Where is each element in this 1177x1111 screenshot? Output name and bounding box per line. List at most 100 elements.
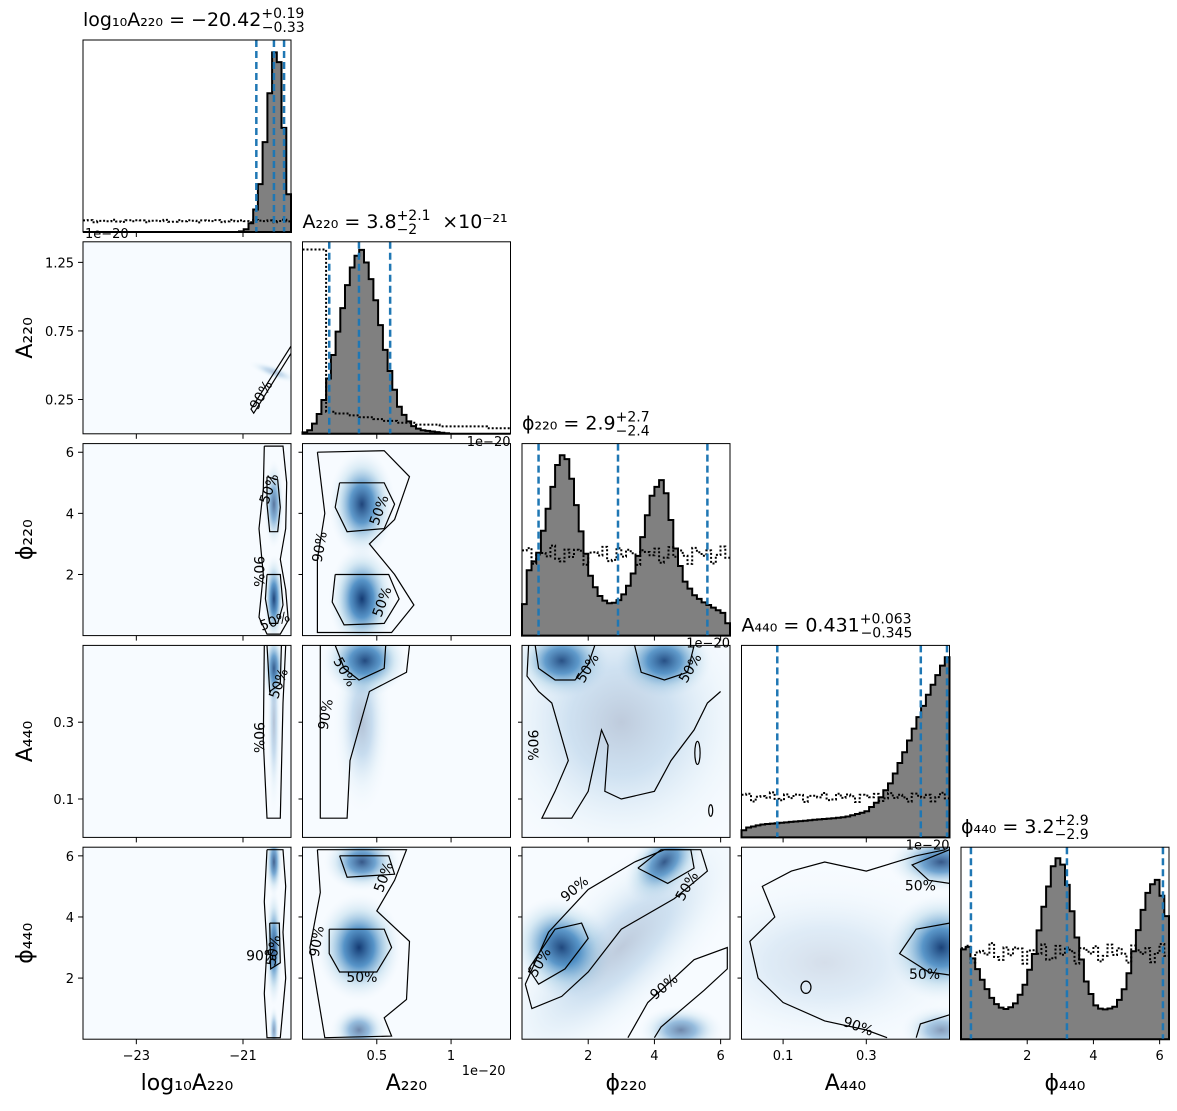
contour-line — [319, 645, 411, 819]
panel-logA220-A440-contours — [262, 645, 287, 819]
marginal-phi440 — [960, 857, 1170, 1041]
panel-phi220-A440-frame — [521, 644, 731, 838]
title-lower-error: −2.4 — [616, 424, 650, 440]
y-tick-label: 0.1 — [53, 793, 74, 808]
contour-loop — [800, 980, 812, 994]
title-value: ϕ₄₄₀ = 3.2 — [961, 816, 1055, 838]
contour-line — [524, 849, 709, 1010]
contour-line — [749, 849, 946, 1039]
y-tick-label: 6 — [66, 446, 74, 461]
y-tick-label: 4 — [66, 507, 74, 522]
panel-logA220-phi440-density — [265, 847, 283, 1040]
density-blob — [741, 865, 950, 1040]
x-tick-label: 6 — [716, 1049, 724, 1064]
density-blob — [328, 450, 396, 558]
x-tick-label: 2 — [1023, 1049, 1031, 1064]
x-offset-label: 1e−20 — [462, 1064, 506, 1079]
y-tick-label: 2 — [66, 568, 74, 583]
title-value: A₂₂₀ = 3.8 — [303, 211, 397, 233]
panel-A440-phi440-contours — [749, 849, 950, 1039]
density-blob — [267, 645, 281, 815]
panel-A220-phi220-density — [328, 450, 396, 636]
y-axis-label-phi440: ϕ₄₄₀ — [13, 923, 38, 964]
contour-label: 90% — [250, 722, 266, 753]
x-axis-label-A440: A₄₄₀ — [825, 1071, 867, 1096]
density-blob — [323, 847, 400, 892]
panel-A220-phi440-density — [316, 847, 402, 1040]
panel-A220-phi220-contours — [316, 450, 415, 634]
title-lower-error: −0.345 — [861, 625, 913, 641]
contour-line — [263, 849, 287, 1039]
panel-phi220-A440-contours — [526, 645, 721, 819]
panel-logA220-phi440-frame — [82, 846, 292, 1040]
marginal-title-A220: A₂₂₀ = 3.8+2.1 −2 ×10⁻²¹ — [303, 208, 508, 238]
x-tick-label: 0.3 — [856, 1049, 877, 1064]
axes-layer — [78, 39, 1170, 1045]
contour-line — [264, 573, 284, 624]
panel-logA220-phi220-contours — [258, 445, 289, 635]
title-upper-error: +2.1 — [397, 208, 431, 224]
prior-histogram — [741, 791, 950, 803]
panel-A220-phi220-frame — [302, 443, 511, 637]
contour-line — [637, 849, 695, 885]
contour-label: 90% — [310, 530, 331, 563]
contour-loop — [708, 804, 714, 817]
y-axis-label-A440: A₄₄₀ — [13, 720, 38, 762]
contour-line — [334, 645, 387, 681]
x-axis-label-phi220: ϕ₂₂₀ — [606, 1071, 647, 1096]
contour-label: 50% — [346, 970, 377, 986]
panel-logA220-phi440-contours — [263, 849, 287, 1039]
contour-layer — [250, 345, 950, 1039]
contour-line — [258, 445, 289, 635]
panel-logA220-A440-density — [263, 645, 285, 815]
x-tick-label: 6 — [1155, 1049, 1163, 1064]
density-blob — [316, 893, 402, 1002]
contour-line — [328, 928, 393, 973]
panel-logA220-logA220-frame — [82, 39, 292, 233]
contour-line — [266, 476, 281, 533]
contour-line — [262, 645, 287, 819]
posterior-histogram — [521, 454, 731, 637]
panel-A220-phi440-contours — [309, 849, 411, 1039]
x-tick-label: 4 — [1089, 1049, 1097, 1064]
prior-histogram — [83, 218, 291, 224]
x-tick-label: −23 — [123, 1049, 150, 1064]
panel-logA220-A220-contours — [250, 345, 291, 415]
y-tick-label: 0.25 — [45, 394, 74, 409]
contour-line — [266, 645, 283, 693]
contour-label: 50% — [263, 934, 284, 967]
density-layer — [249, 361, 950, 1040]
y-tick-label: 2 — [66, 972, 74, 987]
contour-label: 50% — [909, 967, 940, 983]
x-tick-label: 0.5 — [366, 1049, 387, 1064]
title-upper-error: +0.19 — [261, 6, 304, 22]
contour-line — [627, 946, 728, 1039]
y-offset-label: 1e−20 — [85, 227, 129, 242]
contour-label: 90% — [246, 949, 277, 965]
contour-line — [269, 922, 281, 970]
marginal-title-logA220: log₁₀A₂₂₀ = −20.42+0.19 −0.33 — [83, 6, 305, 36]
contour-line — [634, 645, 695, 681]
x-tick-label: 2 — [584, 1049, 592, 1064]
panel-logA220-phi220-frame — [82, 443, 292, 637]
y-tick-label: 6 — [66, 850, 74, 865]
diagonal-offset-label: 1e−20 — [467, 435, 511, 450]
contour-line — [915, 1014, 950, 1038]
contour-line — [331, 573, 400, 626]
marginal-title-phi220: ϕ₂₂₀ = 2.9+2.7 −2.4 — [522, 410, 650, 440]
x-axis-label-logA220: log₁₀A₂₂₀ — [141, 1071, 234, 1096]
title-lower-error: −2 — [397, 222, 418, 238]
panel-phi220-phi440-frame — [521, 846, 731, 1040]
title-lower-error: −2.9 — [1055, 827, 1089, 843]
contour-loop — [694, 740, 701, 766]
contour-label: 90% — [250, 556, 266, 587]
x-axis-label-phi440: ϕ₄₄₀ — [1045, 1071, 1086, 1096]
density-blob — [328, 545, 396, 636]
y-tick-label: 0.75 — [45, 325, 74, 340]
y-axis-label-A220: A₂₂₀ — [13, 317, 38, 359]
title-upper-error: +2.7 — [616, 410, 650, 426]
panel-phi220-phi440-contours — [524, 849, 728, 1039]
y-axis-label-phi220: ϕ₂₂₀ — [13, 519, 38, 560]
density-blob — [268, 1005, 280, 1040]
contour-line — [526, 645, 721, 819]
